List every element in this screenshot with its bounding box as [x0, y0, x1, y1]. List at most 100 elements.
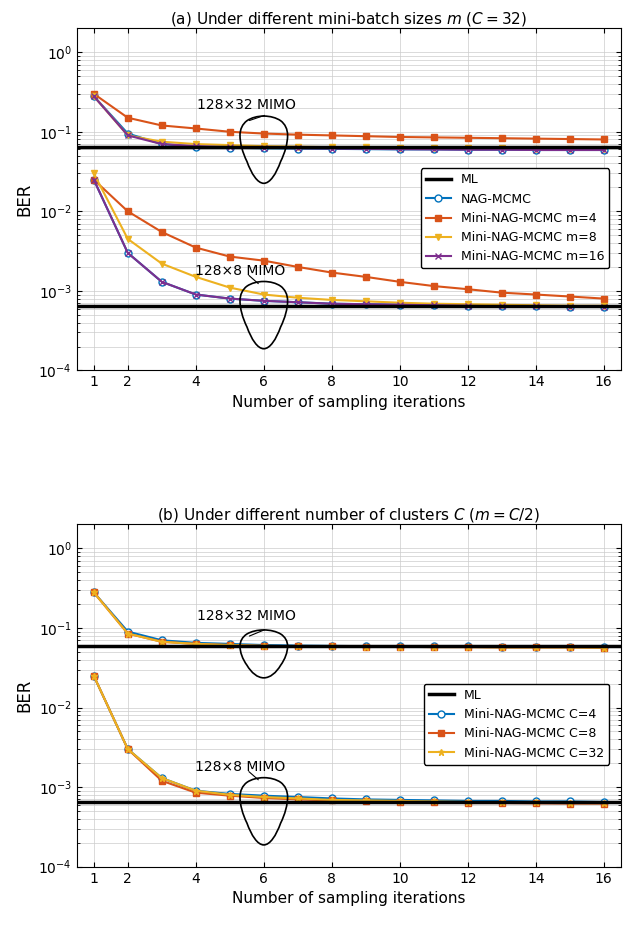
- Line: Mini-NAG-MCMC C=4: Mini-NAG-MCMC C=4: [90, 589, 607, 651]
- Y-axis label: BER: BER: [15, 679, 33, 712]
- NAG-MCMC: [464, 144, 472, 155]
- Text: 128×8 MIMO: 128×8 MIMO: [195, 760, 285, 773]
- Mini-NAG-MCMC C=8: [566, 642, 573, 653]
- Mini-NAG-MCMC m=16: [328, 143, 335, 154]
- Mini-NAG-MCMC m=8: [192, 138, 200, 150]
- Mini-NAG-MCMC m=8: [600, 143, 607, 154]
- Mini-NAG-MCMC C=4: [532, 642, 540, 653]
- Mini-NAG-MCMC m=8: [430, 142, 438, 154]
- Mini-NAG-MCMC C=8: [124, 628, 132, 640]
- Legend: ML, Mini-NAG-MCMC C=4, Mini-NAG-MCMC C=8, Mini-NAG-MCMC C=32: ML, Mini-NAG-MCMC C=4, Mini-NAG-MCMC C=8…: [424, 684, 609, 765]
- Mini-NAG-MCMC C=4: [362, 641, 370, 652]
- Mini-NAG-MCMC C=4: [226, 639, 234, 650]
- Mini-NAG-MCMC m=16: [430, 144, 438, 155]
- X-axis label: Number of sampling iterations: Number of sampling iterations: [232, 891, 465, 906]
- Mini-NAG-MCMC C=8: [396, 642, 404, 653]
- Mini-NAG-MCMC C=8: [294, 641, 301, 652]
- NAG-MCMC: [158, 138, 166, 150]
- Mini-NAG-MCMC m=4: [158, 120, 166, 131]
- Mini-NAG-MCMC C=4: [464, 641, 472, 652]
- Mini-NAG-MCMC m=4: [226, 126, 234, 138]
- Mini-NAG-MCMC C=8: [192, 639, 200, 650]
- Mini-NAG-MCMC m=16: [532, 144, 540, 155]
- Mini-NAG-MCMC C=4: [600, 642, 607, 653]
- Mini-NAG-MCMC C=4: [328, 641, 335, 652]
- Mini-NAG-MCMC C=8: [328, 641, 335, 652]
- Mini-NAG-MCMC C=4: [124, 625, 132, 637]
- Mini-NAG-MCMC C=8: [498, 642, 506, 653]
- X-axis label: Number of sampling iterations: Number of sampling iterations: [232, 395, 465, 410]
- Mini-NAG-MCMC m=4: [498, 133, 506, 144]
- Mini-NAG-MCMC m=4: [464, 132, 472, 143]
- Mini-NAG-MCMC m=16: [226, 141, 234, 153]
- Legend: ML, NAG-MCMC, Mini-NAG-MCMC m=4, Mini-NAG-MCMC m=8, Mini-NAG-MCMC m=16: ML, NAG-MCMC, Mini-NAG-MCMC m=4, Mini-NA…: [420, 169, 609, 268]
- Mini-NAG-MCMC m=16: [158, 138, 166, 150]
- Text: 128×32 MIMO: 128×32 MIMO: [197, 98, 296, 111]
- Mini-NAG-MCMC C=4: [294, 640, 301, 651]
- Mini-NAG-MCMC C=32: [566, 642, 573, 653]
- Mini-NAG-MCMC m=16: [362, 143, 370, 154]
- Mini-NAG-MCMC m=4: [430, 132, 438, 143]
- Mini-NAG-MCMC m=4: [192, 122, 200, 134]
- Mini-NAG-MCMC m=16: [90, 90, 98, 102]
- Text: 128×8 MIMO: 128×8 MIMO: [195, 264, 285, 278]
- Y-axis label: BER: BER: [15, 183, 33, 216]
- Mini-NAG-MCMC C=4: [192, 637, 200, 648]
- Mini-NAG-MCMC m=8: [294, 141, 301, 153]
- Mini-NAG-MCMC m=16: [260, 142, 268, 154]
- Title: (b) Under different number of clusters $C$ ($m = C/2$): (b) Under different number of clusters $…: [157, 507, 540, 525]
- NAG-MCMC: [90, 90, 98, 102]
- Mini-NAG-MCMC m=8: [90, 90, 98, 102]
- Mini-NAG-MCMC m=16: [464, 144, 472, 155]
- NAG-MCMC: [362, 143, 370, 154]
- Mini-NAG-MCMC C=8: [260, 641, 268, 652]
- Mini-NAG-MCMC C=4: [90, 587, 98, 598]
- NAG-MCMC: [430, 144, 438, 155]
- Mini-NAG-MCMC m=16: [566, 144, 573, 155]
- Mini-NAG-MCMC m=8: [396, 142, 404, 154]
- Mini-NAG-MCMC C=32: [158, 636, 166, 647]
- NAG-MCMC: [124, 128, 132, 139]
- Mini-NAG-MCMC m=8: [532, 143, 540, 154]
- Mini-NAG-MCMC C=32: [464, 642, 472, 653]
- Mini-NAG-MCMC C=32: [226, 640, 234, 651]
- Mini-NAG-MCMC C=8: [158, 636, 166, 647]
- Mini-NAG-MCMC m=16: [396, 143, 404, 154]
- Title: (a) Under different mini-batch sizes $m$ ($C = 32$): (a) Under different mini-batch sizes $m$…: [170, 10, 527, 28]
- Mini-NAG-MCMC m=8: [124, 130, 132, 141]
- Mini-NAG-MCMC m=8: [464, 142, 472, 154]
- Mini-NAG-MCMC C=8: [464, 642, 472, 653]
- Mini-NAG-MCMC m=4: [600, 134, 607, 145]
- Mini-NAG-MCMC m=4: [396, 131, 404, 142]
- Mini-NAG-MCMC C=4: [260, 640, 268, 651]
- Mini-NAG-MCMC m=4: [124, 112, 132, 123]
- NAG-MCMC: [532, 144, 540, 155]
- Mini-NAG-MCMC C=32: [192, 639, 200, 650]
- Mini-NAG-MCMC C=32: [532, 642, 540, 653]
- Mini-NAG-MCMC m=4: [532, 133, 540, 144]
- Line: Mini-NAG-MCMC C=8: Mini-NAG-MCMC C=8: [90, 589, 607, 651]
- Mini-NAG-MCMC m=4: [362, 131, 370, 142]
- NAG-MCMC: [396, 144, 404, 155]
- Mini-NAG-MCMC C=4: [158, 635, 166, 646]
- Mini-NAG-MCMC C=32: [498, 642, 506, 653]
- Mini-NAG-MCMC C=4: [396, 641, 404, 652]
- NAG-MCMC: [294, 143, 301, 154]
- Mini-NAG-MCMC m=4: [328, 130, 335, 141]
- Mini-NAG-MCMC m=16: [498, 144, 506, 155]
- Mini-NAG-MCMC m=8: [498, 142, 506, 154]
- Mini-NAG-MCMC C=4: [498, 642, 506, 653]
- Mini-NAG-MCMC C=32: [260, 641, 268, 652]
- Mini-NAG-MCMC m=8: [260, 140, 268, 152]
- Mini-NAG-MCMC C=8: [226, 640, 234, 651]
- Mini-NAG-MCMC C=4: [566, 642, 573, 653]
- Mini-NAG-MCMC m=16: [124, 130, 132, 141]
- Mini-NAG-MCMC C=32: [328, 641, 335, 652]
- Mini-NAG-MCMC C=32: [396, 642, 404, 653]
- Mini-NAG-MCMC m=8: [328, 141, 335, 153]
- Mini-NAG-MCMC C=32: [430, 642, 438, 653]
- Mini-NAG-MCMC C=8: [600, 642, 607, 654]
- Mini-NAG-MCMC C=8: [430, 642, 438, 653]
- Mini-NAG-MCMC C=32: [600, 642, 607, 654]
- Mini-NAG-MCMC C=32: [294, 641, 301, 652]
